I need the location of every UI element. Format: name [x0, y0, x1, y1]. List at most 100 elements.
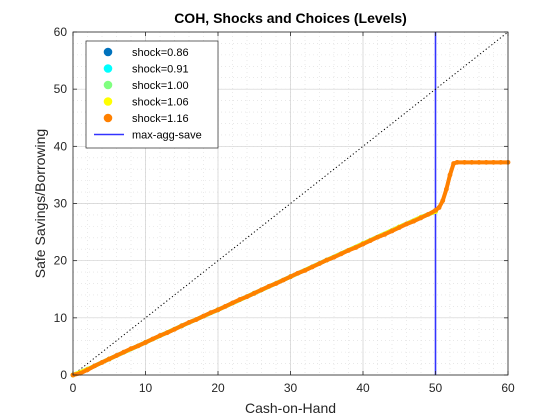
data-point [164, 330, 170, 336]
x-tick-label: 60 [501, 381, 515, 395]
data-point [483, 159, 489, 165]
data-point [295, 270, 301, 276]
series-layer [70, 159, 511, 378]
data-point [244, 294, 250, 300]
data-point [230, 300, 235, 306]
legend-entry: shock=0.86 [103, 47, 189, 59]
x-axis-label: Cash-on-Hand [245, 400, 336, 416]
data-point [436, 205, 442, 210]
x-tick-label: 50 [429, 381, 443, 395]
data-point [360, 241, 366, 247]
y-tick-label: 40 [54, 139, 68, 153]
data-point [273, 281, 279, 286]
data-point [375, 234, 380, 240]
x-tick-label: 0 [70, 381, 77, 395]
data-point [106, 356, 112, 362]
chart-title: COH, Shocks and Choices (Levels) [174, 10, 407, 26]
data-point [433, 207, 438, 213]
legend-label: max-agg-save [132, 130, 202, 142]
data-point [85, 367, 90, 373]
data-point [266, 283, 272, 289]
data-point [462, 159, 467, 165]
x-tick-label: 20 [211, 381, 225, 395]
legend-entry: shock=1.00 [103, 80, 189, 92]
legend-label: shock=0.91 [132, 64, 189, 76]
data-point [251, 290, 257, 296]
legend-entry: shock=0.91 [103, 64, 189, 76]
data-point [208, 310, 214, 316]
legend-marker [103, 47, 113, 57]
diagonal-45-line [72, 31, 509, 376]
data-point [353, 245, 359, 250]
y-tick-label: 0 [60, 368, 67, 382]
data-point [215, 307, 221, 313]
legend-box [85, 40, 219, 149]
data-point [324, 257, 330, 263]
data-point [396, 225, 402, 230]
legend-marker [103, 64, 113, 73]
y-tick-label: 20 [54, 254, 68, 268]
legend-label: shock=1.06 [132, 97, 189, 109]
data-point [186, 320, 192, 325]
data-point [172, 326, 177, 332]
data-point [447, 172, 453, 178]
legend-marker [103, 97, 113, 106]
legend-label: shock=1.16 [132, 113, 189, 125]
data-point [411, 218, 417, 224]
data-point [389, 228, 395, 234]
data-point [491, 159, 496, 165]
legend-entry: shock=1.06 [103, 97, 189, 109]
data-point [317, 261, 322, 266]
data-point [454, 159, 460, 165]
y-tick-labels: 0 10 20 30 40 50 60 [54, 25, 68, 382]
legend-label: shock=1.00 [132, 80, 189, 92]
y-tick-label: 10 [54, 311, 68, 325]
data-point [128, 346, 134, 352]
series-shock-1-16 [70, 159, 511, 378]
data-point [425, 211, 431, 217]
x-tick-label: 30 [284, 381, 298, 395]
y-tick-label: 30 [54, 197, 68, 211]
data-point [418, 215, 424, 221]
data-point [346, 247, 351, 253]
data-point [150, 336, 156, 342]
data-point [469, 159, 475, 165]
data-point [498, 159, 504, 165]
data-point [259, 287, 264, 293]
data-point [440, 198, 446, 204]
legend-label: shock=0.86 [132, 47, 189, 59]
legend-entry: max-agg-save [94, 130, 202, 142]
x-tick-label: 10 [139, 381, 153, 395]
data-point [451, 161, 457, 166]
data-point [77, 370, 83, 376]
data-point [157, 333, 163, 338]
data-point [331, 254, 337, 260]
data-point [404, 221, 409, 227]
legend-entry: shock=1.16 [103, 113, 189, 125]
data-point [179, 323, 185, 329]
series-line [71, 160, 510, 377]
data-point [143, 340, 148, 345]
legend-marker [103, 80, 113, 90]
reference-lines [72, 31, 509, 376]
data-point [135, 343, 141, 349]
data-point [121, 349, 127, 355]
data-point [382, 231, 388, 237]
data-point [201, 313, 206, 319]
y-axis-label: Safe Savings/Borrowing [32, 129, 48, 278]
data-point [99, 360, 105, 365]
data-point [114, 353, 119, 358]
legend-marker [103, 113, 113, 123]
data-point [280, 277, 286, 283]
data-point [193, 317, 199, 322]
data-point [367, 238, 373, 244]
data-point [288, 274, 293, 280]
y-tick-label: 60 [54, 25, 68, 39]
data-point [476, 159, 482, 165]
data-point [302, 267, 308, 273]
y-tick-label: 50 [54, 82, 68, 96]
x-tick-label: 40 [356, 381, 370, 395]
data-point [92, 363, 98, 369]
data-point [237, 297, 243, 302]
